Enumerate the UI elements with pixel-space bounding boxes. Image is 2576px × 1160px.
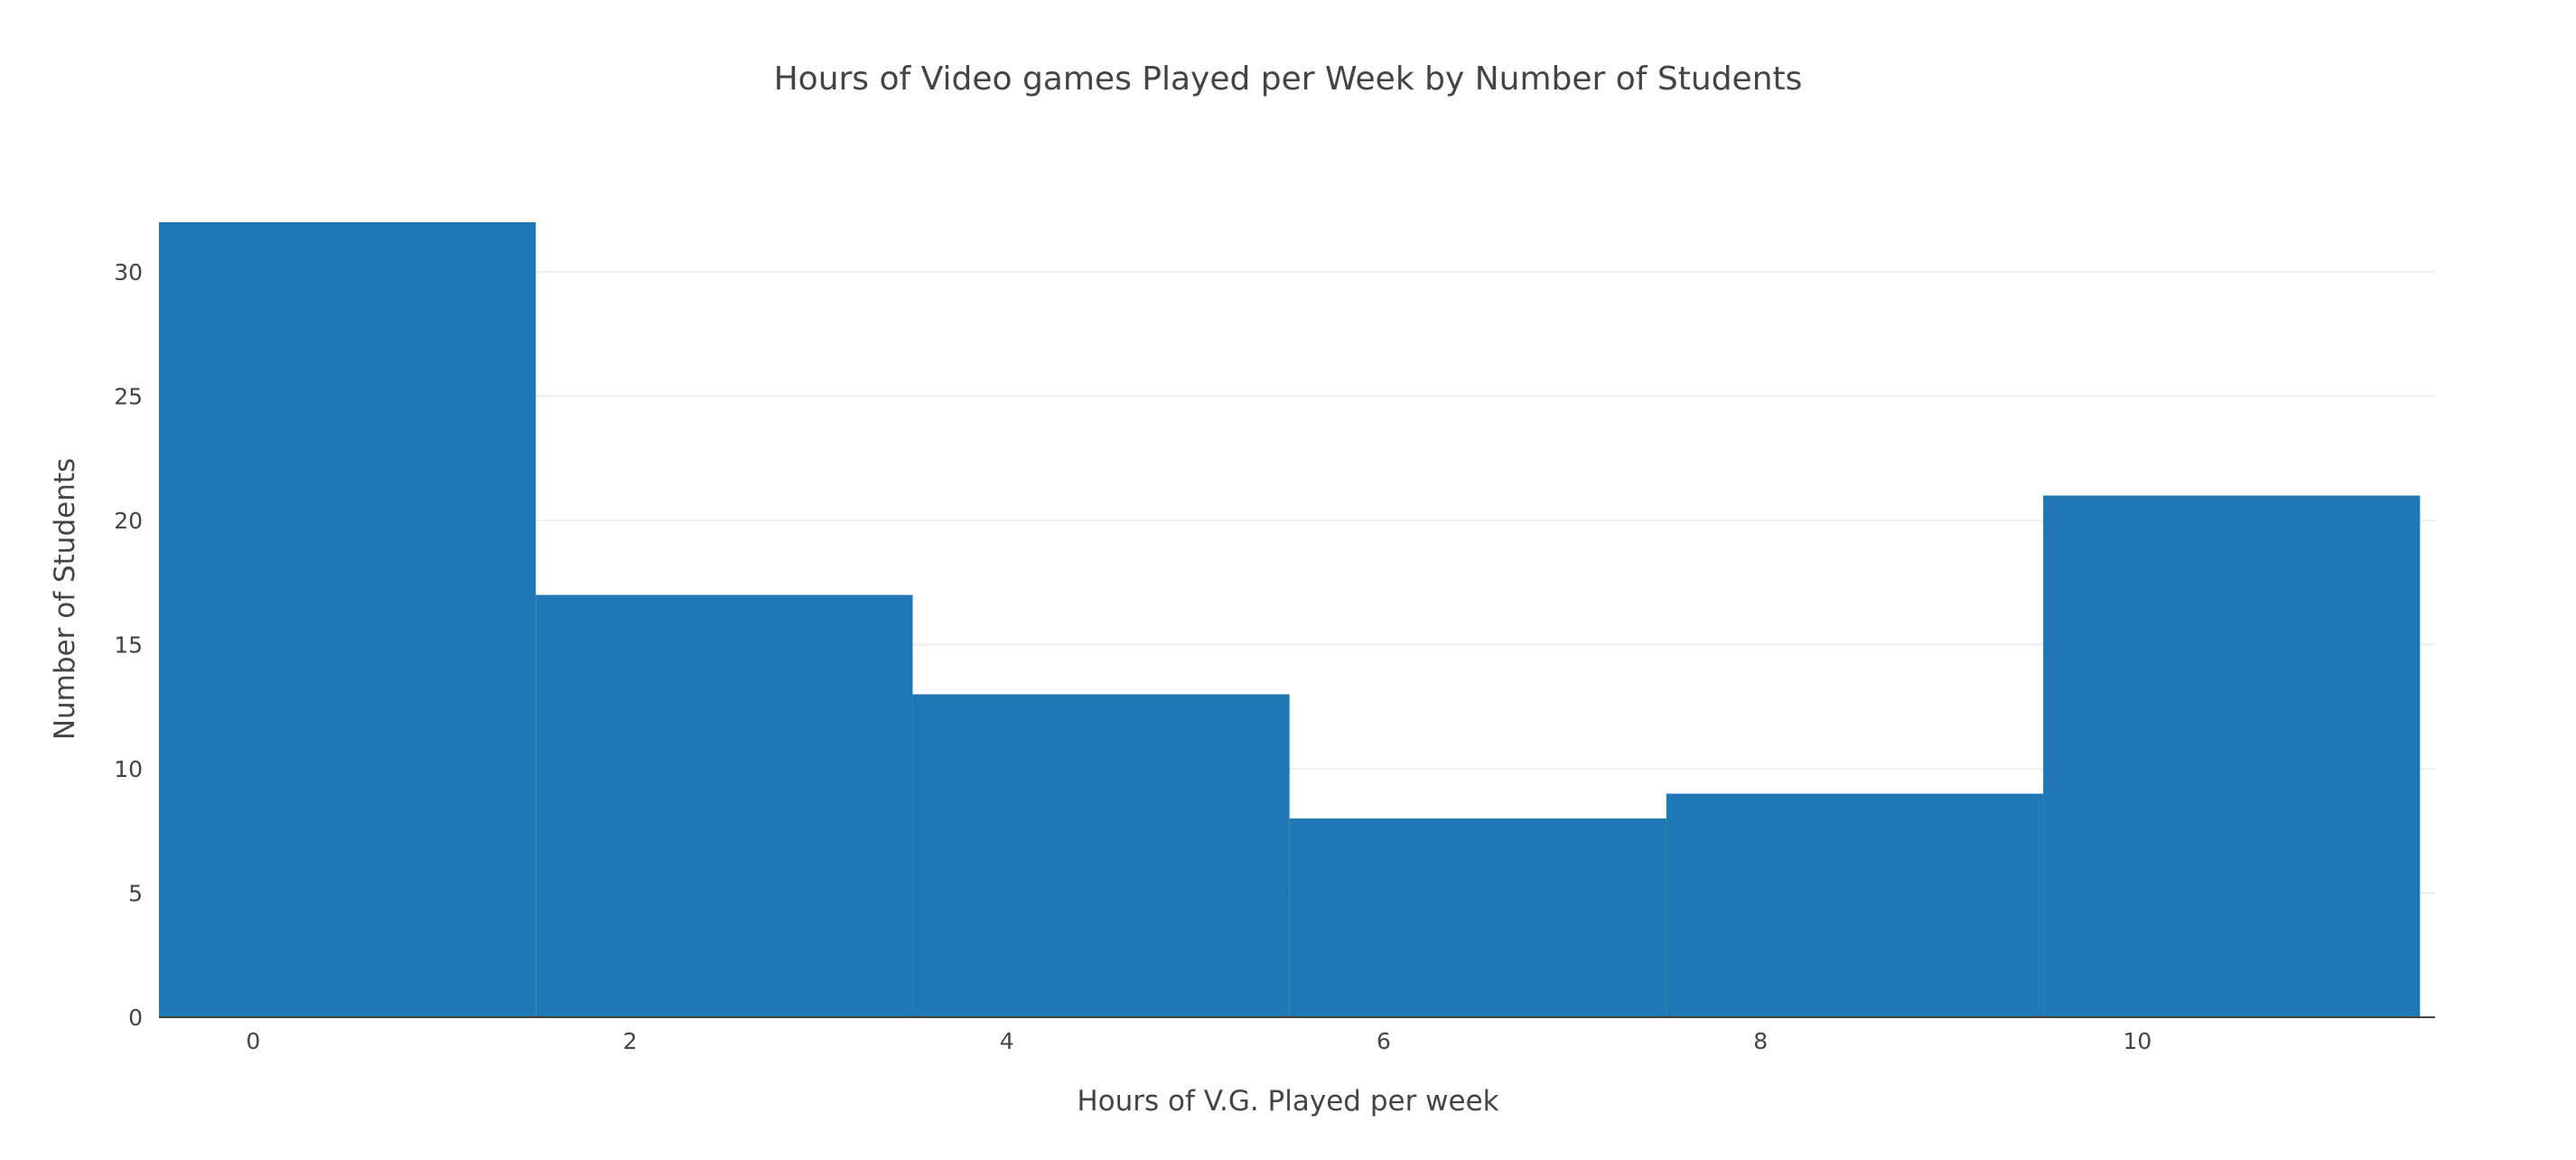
y-tick-label: 25: [114, 384, 143, 410]
histogram-bar[interactable]: [159, 222, 537, 1017]
histogram-bar[interactable]: [912, 694, 1290, 1018]
histogram-bar[interactable]: [2043, 495, 2421, 1018]
x-tick-label: 4: [1000, 1028, 1014, 1054]
x-axis-title: Hours of V.G. Played per week: [1077, 1085, 1498, 1118]
y-tick-label: 30: [114, 259, 143, 285]
y-axis-title: Number of Students: [49, 458, 81, 740]
y-tick-label: 0: [128, 1005, 143, 1031]
y-tick-label: 10: [114, 756, 143, 782]
x-tick-label: 8: [1753, 1028, 1768, 1054]
y-tick-label: 5: [128, 881, 143, 907]
chart-title: Hours of Video games Played per Week by …: [774, 61, 1803, 98]
x-tick-label: 10: [2123, 1028, 2151, 1054]
histogram-bar[interactable]: [536, 594, 913, 1018]
x-tick-label: 2: [623, 1028, 638, 1054]
bars-layer: [159, 222, 2421, 1018]
y-tick-label: 15: [114, 632, 143, 659]
histogram-bar[interactable]: [1666, 793, 2044, 1018]
histogram-bar[interactable]: [1289, 819, 1666, 1017]
axis-layer: 0 5 10 15 20 25 30 0 2 4 6 8 10: [114, 259, 2435, 1054]
x-tick-label: 6: [1377, 1028, 1391, 1054]
x-tick-label: 0: [246, 1028, 260, 1054]
y-tick-label: 20: [114, 508, 143, 534]
